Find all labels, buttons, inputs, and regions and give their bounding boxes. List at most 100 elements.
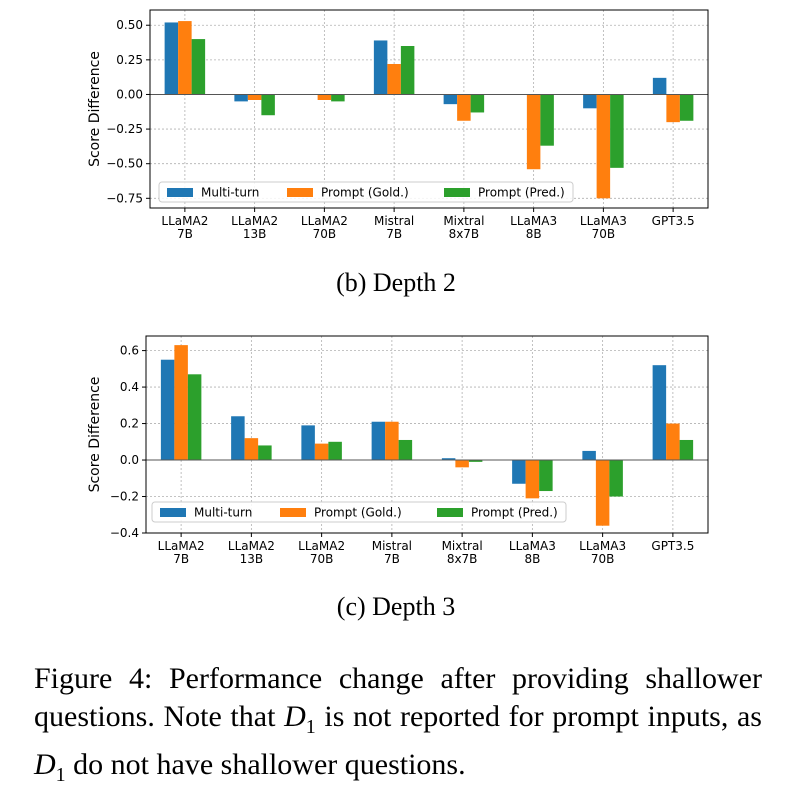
x-tick-label: GPT3.5 xyxy=(652,214,695,228)
bar xyxy=(231,416,245,461)
bar xyxy=(331,94,345,102)
bar xyxy=(244,438,259,461)
d-subscript: 1 xyxy=(305,716,316,738)
y-tick-label: 0.0 xyxy=(120,453,139,467)
bar xyxy=(160,359,175,461)
bar xyxy=(164,22,179,95)
bar xyxy=(609,460,623,497)
bar xyxy=(301,425,315,461)
plot-frame xyxy=(149,9,709,209)
legend-swatch xyxy=(160,508,186,517)
bar xyxy=(512,460,526,484)
figure-caption-middle: is not reported for prompt inputs, as xyxy=(315,700,762,733)
bar xyxy=(187,374,202,461)
legend-swatch xyxy=(444,188,470,197)
bar xyxy=(666,423,680,461)
x-tick-label: LLaMA3 70B xyxy=(579,539,626,566)
y-tick-label: −0.2 xyxy=(110,490,139,504)
x-tick-label: LLaMA2 70B xyxy=(298,539,345,566)
x-tick-label: Mixtral 8x7B xyxy=(442,539,483,566)
legend-label: Prompt (Gold.) xyxy=(321,186,409,200)
bar xyxy=(540,94,554,146)
y-tick-label: −0.75 xyxy=(106,191,143,205)
x-tick-label: LLaMA2 13B xyxy=(228,539,275,566)
bar xyxy=(400,46,415,95)
subcaption-depth-3: (c) Depth 3 xyxy=(336,592,456,621)
x-tick-label: LLaMA2 70B xyxy=(301,214,348,241)
bar xyxy=(317,94,332,100)
y-tick-label: 0.4 xyxy=(120,380,139,394)
d-subscript: 1 xyxy=(55,764,66,786)
legend-swatch xyxy=(437,508,463,517)
legend-label: Prompt (Pred.) xyxy=(478,186,565,200)
figure-caption: Figure 4: Performance change after provi… xyxy=(34,660,762,794)
bar xyxy=(652,77,667,95)
y-tick-label: 0.2 xyxy=(120,417,139,431)
bar xyxy=(610,94,624,168)
chart-depth-3: 0.6 0.4 0.2 0.0 −0.2 −0.4 LLaMA2 7B LLaMA2 13B LLa… xyxy=(0,325,792,575)
legend-label: Prompt (Gold.) xyxy=(314,506,402,520)
bar xyxy=(652,365,667,461)
bar xyxy=(314,443,329,461)
bar xyxy=(679,94,694,121)
y-tick-label: 0.25 xyxy=(116,53,143,67)
y-axis-label: Score Difference xyxy=(87,377,103,493)
x-tick-label: Mistral 7B xyxy=(372,539,412,566)
legend-label: Prompt (Pred.) xyxy=(471,506,558,520)
d-symbol: D xyxy=(34,748,56,781)
bar xyxy=(258,445,272,461)
bar xyxy=(328,441,342,461)
bar xyxy=(679,439,694,461)
bar xyxy=(468,460,483,462)
legend-label: Multi-turn xyxy=(201,186,259,200)
chart-depth-2-svg: 0.50 0.25 0.00 −0.25 −0.50 −0.75 LLaMA2 7B LLaMA… xyxy=(87,9,709,241)
x-tick-label: LLaMA2 7B xyxy=(158,539,205,566)
y-tick-label: −0.4 xyxy=(110,526,139,540)
plot-frame xyxy=(145,335,709,534)
legend-swatch xyxy=(287,188,313,197)
chart-depth-3-svg: 0.6 0.4 0.2 0.0 −0.2 −0.4 LLaMA2 7B LLaMA2 13B LLa… xyxy=(87,335,709,566)
bar xyxy=(387,64,401,95)
bar xyxy=(596,94,611,199)
y-tick-label: 0.6 xyxy=(120,344,139,358)
x-tick-label: LLaMA3 70B xyxy=(580,214,627,241)
bar xyxy=(582,450,596,461)
bar xyxy=(261,94,275,116)
figure-caption-suffix: do not have shallower questions. xyxy=(65,748,466,781)
figure-caption-prefix: Figure 4: Performance change after provi… xyxy=(34,662,762,733)
bar xyxy=(441,458,456,461)
y-tick-label: 0.50 xyxy=(116,18,143,32)
bar xyxy=(525,460,540,499)
bar xyxy=(526,94,541,170)
bar xyxy=(443,94,458,105)
bar xyxy=(470,94,485,113)
y-tick-label: −0.50 xyxy=(106,157,143,171)
y-tick-label: 0.00 xyxy=(116,87,143,101)
subcaption-depth-2: (b) Depth 2 xyxy=(336,268,456,297)
y-tick-label: −0.25 xyxy=(106,122,143,136)
d-symbol: D xyxy=(284,700,306,733)
bar xyxy=(174,345,188,461)
bar xyxy=(539,460,553,492)
bar xyxy=(455,460,469,468)
bar xyxy=(583,94,597,109)
x-tick-label: GPT3.5 xyxy=(651,539,694,553)
x-tick-label: Mixtral 8x7B xyxy=(443,214,484,241)
legend-swatch xyxy=(167,188,193,197)
chart-depth-2: 0.50 0.25 0.00 −0.25 −0.50 −0.75 LLaMA2 7B LLaMA… xyxy=(0,0,792,250)
bar xyxy=(371,421,386,461)
bar xyxy=(178,21,192,95)
bar xyxy=(398,439,413,461)
bar xyxy=(595,460,610,526)
bar xyxy=(234,94,248,102)
legend-swatch xyxy=(280,508,306,517)
bar xyxy=(373,40,388,95)
bar xyxy=(385,421,399,461)
bar xyxy=(666,94,680,123)
legend-label: Multi-turn xyxy=(194,506,252,520)
bar xyxy=(457,94,471,121)
x-tick-label: LLaMA3 8B xyxy=(509,539,556,566)
legend: Multi-turn Prompt (Gold.) Prompt (Pred.) xyxy=(151,501,567,523)
y-axis-label: Score Difference xyxy=(87,51,103,167)
x-tick-label: LLaMA2 13B xyxy=(231,214,278,241)
